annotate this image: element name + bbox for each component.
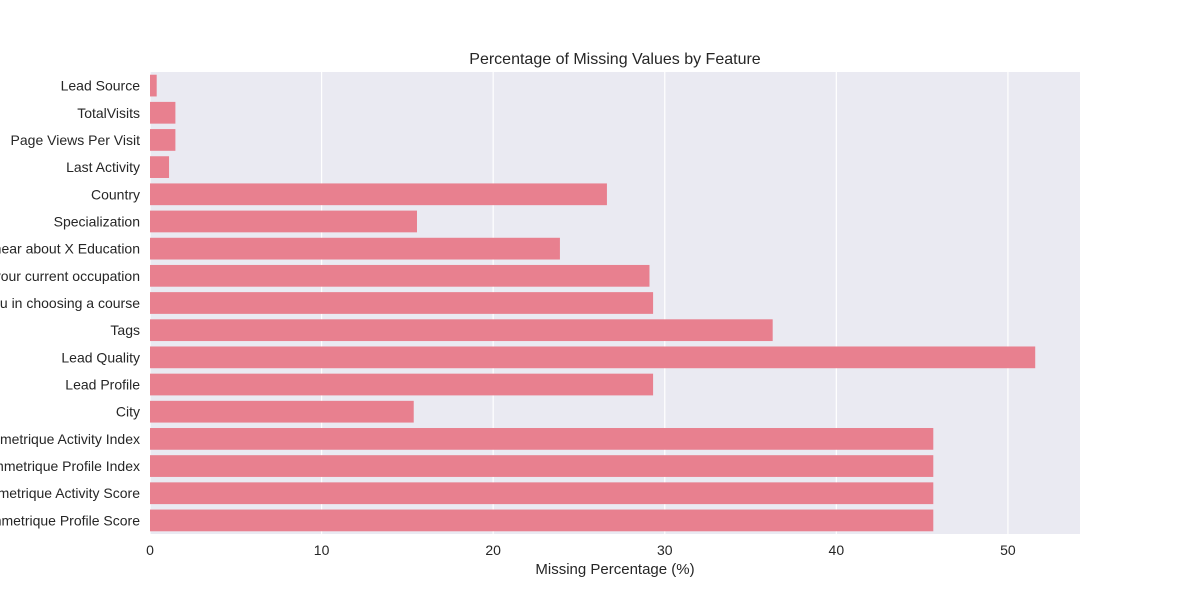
category-label: Page Views Per Visit [11, 132, 141, 148]
x-axis-title: Missing Percentage (%) [535, 561, 694, 578]
bar [150, 183, 607, 206]
category-label: What matters most to you in choosing a c… [0, 295, 140, 311]
category-label: What is your current occupation [0, 268, 140, 284]
bar [150, 509, 934, 532]
bar [150, 129, 176, 151]
bar [150, 210, 417, 233]
x-tick-label: 50 [1000, 542, 1016, 558]
category-label: TotalVisits [77, 105, 140, 121]
category-label: Last Activity [66, 159, 140, 175]
category-label: Lead Source [61, 78, 141, 94]
bars [150, 74, 1036, 532]
bar [150, 292, 654, 314]
x-tick-label: 40 [829, 542, 845, 558]
x-tick-label: 10 [314, 542, 330, 558]
bar [150, 400, 414, 423]
category-label: Asymmetrique Activity Score [0, 485, 140, 501]
bar [150, 455, 934, 477]
bar [150, 237, 560, 260]
x-tick-label: 20 [485, 542, 501, 558]
bar [150, 101, 176, 124]
bar [150, 156, 170, 178]
category-label: Tags [110, 322, 140, 338]
chart-title: Percentage of Missing Values by Feature [469, 51, 761, 68]
bar [150, 319, 773, 342]
category-label: Lead Quality [61, 349, 140, 365]
bar [150, 74, 157, 97]
category-label: How did you hear about X Education [0, 241, 140, 257]
category-label: City [116, 404, 140, 420]
bar [150, 428, 934, 450]
bar [150, 264, 650, 287]
category-label: Asymmetrique Profile Index [0, 458, 140, 474]
bar [150, 346, 1036, 369]
category-label: Asymmetrique Activity Index [0, 431, 140, 447]
category-label: Specialization [54, 213, 140, 229]
category-label: Lead Profile [65, 377, 140, 393]
category-label: Asymmetrique Profile Score [0, 512, 140, 528]
x-tick-label: 30 [657, 542, 673, 558]
category-labels: Lead Source TotalVisits Page Views Per Vis… [0, 78, 140, 529]
x-tick-label: 0 [146, 542, 154, 558]
bar [150, 482, 934, 505]
category-label: Country [91, 186, 140, 202]
x-tick-labels: 0 10 20 30 40 50 [146, 542, 1016, 558]
bar [150, 373, 654, 396]
